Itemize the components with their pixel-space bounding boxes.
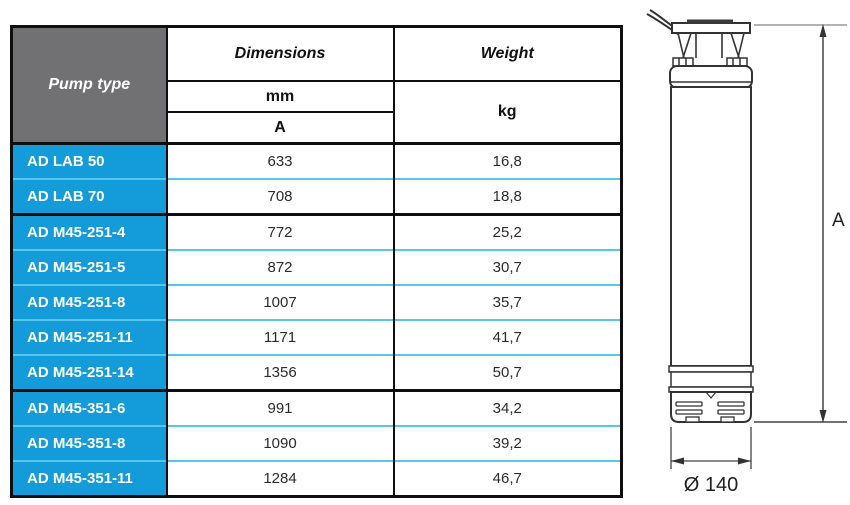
pump-lower-bands: [668, 365, 754, 393]
column-header-dimensions: Dimensions: [165, 25, 395, 82]
diameter-extension-lines: [670, 427, 752, 469]
strainer-slots: [675, 401, 745, 423]
table-row: AD M45-251-5 872 30,7: [11, 249, 622, 285]
table-header: Pump type Dimensions Weight mm kg A: [10, 25, 623, 145]
table-row: AD M45-251-14 1356 50,7: [11, 354, 622, 391]
pump-support-struts: [677, 32, 745, 59]
table-row: AD M45-251-11 1171 41,7: [11, 319, 622, 355]
pump-suction-strainer: [670, 391, 752, 423]
pump-top-strip: [687, 19, 733, 24]
dimension-a-cell: 1284: [166, 460, 395, 497]
strainer-center-notch: [705, 391, 717, 399]
table-row: AD M45-251-8 1007 35,7: [11, 284, 622, 320]
weight-cell: 34,2: [393, 389, 622, 426]
pump-type-cell: AD M45-251-4: [11, 213, 168, 250]
dimension-label-a: A: [832, 210, 845, 231]
dimension-a-cell: 772: [166, 213, 395, 250]
arrow-right-icon: [738, 457, 751, 465]
dimension-a-cell: 708: [166, 178, 395, 215]
table-row: AD M45-351-8 1090 39,2: [11, 425, 622, 461]
pump-type-cell: AD LAB 70: [11, 178, 168, 215]
pump-table-body: AD LAB 50 633 16,8 AD LAB 70 708 18,8 AD M45-2…: [11, 142, 622, 497]
unit-header-kg: kg: [392, 80, 623, 145]
column-header-weight: Weight: [392, 25, 623, 82]
arrow-up-icon: [819, 24, 827, 37]
pump-type-cell: AD M45-251-8: [11, 284, 168, 320]
weight-cell: 25,2: [393, 213, 622, 250]
pump-spec-table-container: Pump type Dimensions Weight mm kg A AD L…: [10, 25, 623, 498]
weight-cell: 41,7: [393, 319, 622, 355]
weight-cell: 30,7: [393, 249, 622, 285]
table-row: AD M45-351-6 991 34,2: [11, 389, 622, 426]
table-row: AD M45-351-11 1284 46,7: [11, 460, 622, 497]
table-row: AD M45-251-4 772 25,2: [11, 213, 622, 250]
table-row: AD LAB 50 633 16,8: [11, 142, 622, 179]
dimension-a-cell: 872: [166, 249, 395, 285]
pump-type-cell: AD M45-351-6: [11, 389, 168, 426]
weight-cell: 46,7: [393, 460, 622, 497]
arrow-left-icon: [671, 457, 684, 465]
pump-flange-lugs: [672, 57, 748, 67]
dimension-a-cell: 1090: [166, 425, 395, 461]
weight-cell: 18,8: [393, 178, 622, 215]
dimension-a-cell: 633: [166, 142, 395, 179]
pump-type-cell: AD M45-351-11: [11, 460, 168, 497]
weight-cell: 39,2: [393, 425, 622, 461]
dimension-a-cell: 991: [166, 389, 395, 426]
column-header-pump-type: Pump type: [10, 25, 168, 145]
weight-cell: 16,8: [393, 142, 622, 179]
unit-header-mm: mm: [165, 80, 395, 113]
pump-top-plate: [671, 22, 751, 34]
pump-type-cell: AD LAB 50: [11, 142, 168, 179]
pump-body: [670, 86, 752, 367]
pump-type-cell: AD M45-251-5: [11, 249, 168, 285]
pump-drawing-svg: A Ø 140: [646, 9, 847, 496]
dimension-a-cell: 1007: [166, 284, 395, 320]
weight-cell: 50,7: [393, 354, 622, 391]
dimension-a-cell: 1171: [166, 319, 395, 355]
pump-type-cell: AD M45-251-14: [11, 354, 168, 391]
weight-cell: 35,7: [393, 284, 622, 320]
pump-technical-drawing: A Ø 140: [620, 0, 850, 500]
pump-type-cell: AD M45-251-11: [11, 319, 168, 355]
pump-spec-table: Pump type Dimensions Weight mm kg A AD L…: [10, 25, 623, 498]
dimension-label-diameter: Ø 140: [684, 474, 738, 496]
pump-type-cell: AD M45-351-8: [11, 425, 168, 461]
dimension-a-cell: 1356: [166, 354, 395, 391]
pump-head-cap: [669, 65, 753, 89]
arrow-down-icon: [819, 410, 827, 423]
table-row: AD LAB 70 708 18,8: [11, 178, 622, 215]
dimension-symbol-header-a: A: [165, 111, 395, 145]
